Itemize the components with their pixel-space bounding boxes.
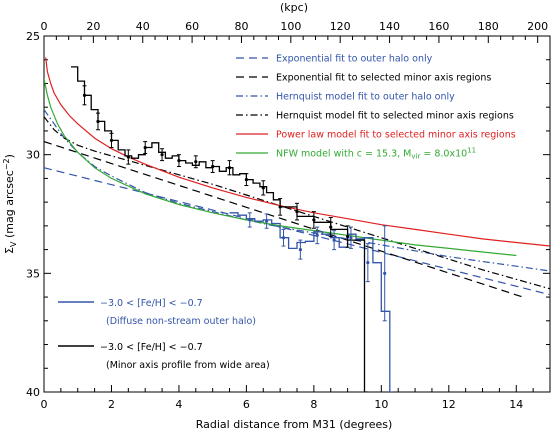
data-point [244, 177, 248, 182]
legend-label-2: Hernquist model fit to outer halo only [276, 92, 455, 103]
model-curves-group [44, 57, 550, 298]
data-point [281, 236, 286, 240]
y-tick-label: 35 [26, 267, 40, 280]
y-axis-title: ΣV (mag arcsec−2) [2, 154, 18, 254]
data-point [295, 210, 299, 214]
top-tick-label: 0 [41, 20, 48, 33]
data-points-group [82, 85, 387, 322]
data-point [177, 159, 181, 163]
top-tick-label: 160 [428, 20, 449, 33]
legend-label-1: Exponential fit to selected minor axis r… [276, 73, 491, 84]
y-tick-label: 40 [26, 386, 40, 399]
top-tick-label: 140 [379, 20, 400, 33]
legend-label-3: Hernquist model fit to selected minor ax… [276, 111, 514, 122]
tick-labels-group: 0 2 4 6 8 10 12 140 20 40 60 80 100 120 140 160 180 20025… [26, 20, 548, 411]
legend-group: Exponential fit to outer halo only Expone… [236, 54, 516, 161]
model-curve-5 [44, 78, 517, 257]
data-point [346, 234, 350, 239]
data-point [332, 238, 336, 242]
data-point [315, 233, 319, 237]
x-tick-label: 4 [175, 398, 182, 411]
legend-label-5: NFW model with c = 15.3, Mvir = 8.0x1011 [276, 147, 476, 161]
plot-frame-group [43, 35, 551, 393]
y-tick-label: 30 [26, 149, 40, 162]
data-point [248, 218, 252, 222]
top-tick-label: 60 [185, 20, 199, 33]
model-curve-1 [44, 141, 524, 298]
lower-legend-label-1: −3.0 < [Fe/H] < −0.7 [100, 342, 203, 353]
lower-legend-sublabel-1: (Minor axis profile from wide area) [106, 360, 270, 371]
data-point [194, 160, 198, 164]
x-tick-label: 8 [310, 398, 317, 411]
x-tick-label: 14 [509, 398, 523, 411]
legend-label-4: Power law model fit to selected minor ax… [276, 130, 516, 141]
top-axis-title: (kpc) [280, 1, 308, 14]
model-curve-0 [44, 167, 550, 296]
x-tick-label: 6 [243, 398, 250, 411]
data-point [96, 119, 100, 124]
top-tick-label: 100 [280, 20, 301, 33]
lower-legend-sublabel-0: (Diffuse non-stream outer halo) [106, 316, 256, 327]
data-point [383, 271, 387, 275]
model-curve-3 [44, 116, 550, 290]
top-tick-label: 180 [478, 20, 499, 33]
data-point [349, 236, 353, 240]
legend-label-0: Exponential fit to outer halo only [276, 54, 433, 65]
data-point [126, 155, 130, 159]
data-point [329, 225, 333, 229]
lower-legend-group: −3.0 < [Fe/H] < −0.7 (Diffuse non-stream … [58, 298, 270, 371]
data-point [366, 261, 370, 265]
data-point [312, 218, 316, 222]
x-axis-title: Radial distance from M31 (degrees) [196, 418, 393, 431]
profile-step-7 [229, 212, 393, 392]
x-tick-label: 2 [108, 398, 115, 411]
top-tick-label: 200 [527, 20, 548, 33]
data-point [109, 138, 114, 143]
lower-legend-label-0: −3.0 < [Fe/H] < −0.7 [100, 298, 203, 309]
data-point [227, 166, 232, 170]
data-point [261, 186, 265, 190]
x-tick-label: 0 [41, 398, 48, 411]
data-point [160, 153, 164, 157]
y-tick-label: 25 [26, 30, 40, 43]
x-tick-label: 12 [442, 398, 456, 411]
model-curve-4 [45, 57, 550, 247]
data-point [278, 205, 282, 209]
top-tick-label: 40 [136, 20, 150, 33]
data-point [265, 219, 269, 223]
data-point [298, 248, 302, 252]
x-tick-label: 10 [374, 398, 388, 411]
data-point [82, 93, 87, 97]
data-point [143, 145, 147, 150]
data-point [211, 164, 215, 169]
top-tick-label: 20 [86, 20, 100, 33]
top-tick-label: 120 [330, 20, 351, 33]
top-tick-label: 80 [234, 20, 248, 33]
